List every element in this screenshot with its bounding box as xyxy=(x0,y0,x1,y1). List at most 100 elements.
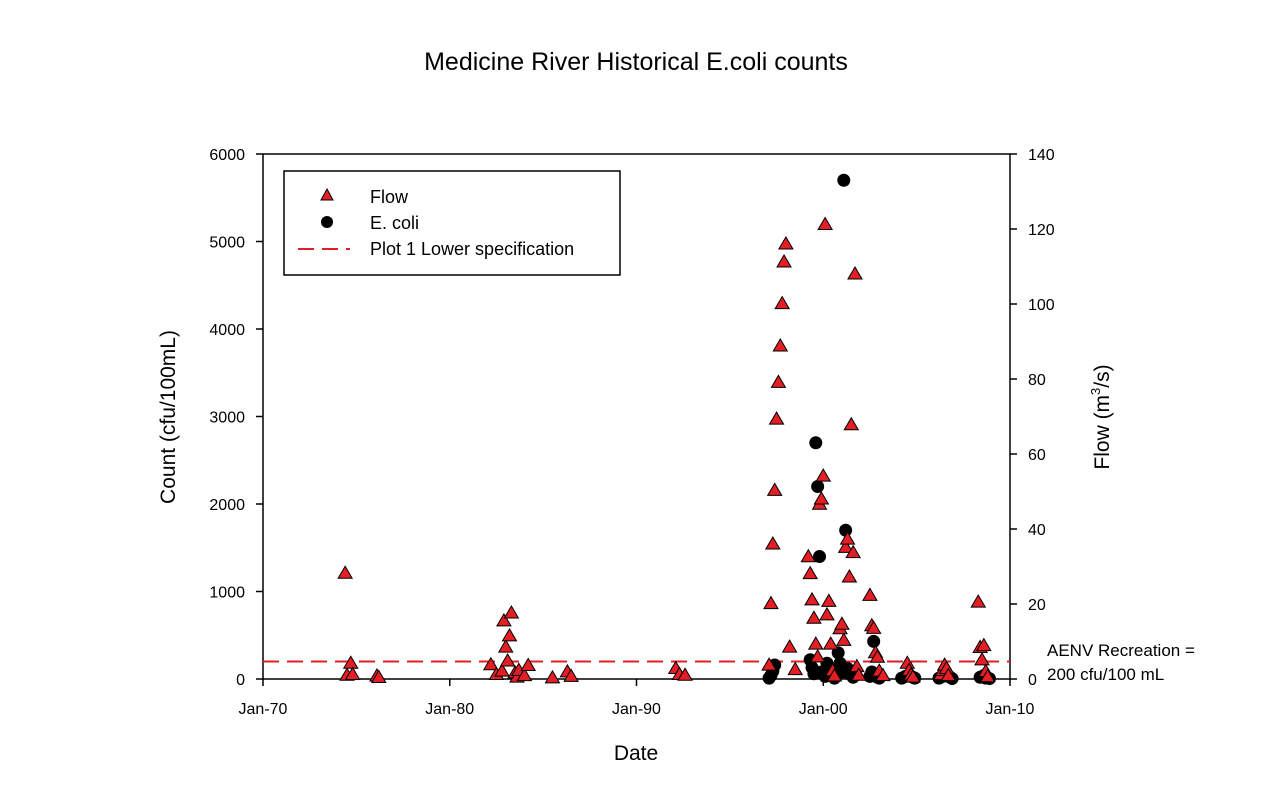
y-tick-label: 4000 xyxy=(209,322,245,339)
flow-point xyxy=(822,636,839,650)
y2-tick-label: 0 xyxy=(1028,672,1037,689)
y-tick-label: 6000 xyxy=(209,147,245,164)
flow-point xyxy=(804,591,820,606)
flow-point xyxy=(768,411,785,425)
y2-tick-label: 100 xyxy=(1028,297,1055,314)
y-tick-label: 3000 xyxy=(209,410,245,427)
legend-spec-label: Plot 1 Lower specification xyxy=(370,239,574,259)
flow-point xyxy=(802,565,819,580)
flow-point xyxy=(496,612,512,627)
y-axis-left: 0 1000 2000 3000 4000 5000 6000 xyxy=(209,147,263,689)
flow-point xyxy=(494,663,510,677)
flow-point xyxy=(875,667,891,682)
ecoli-point xyxy=(809,436,823,450)
flow-point xyxy=(862,587,878,601)
flow-point xyxy=(781,639,798,653)
x-tick-label: Jan-80 xyxy=(425,701,474,718)
flow-point xyxy=(761,657,777,671)
y-tick-label: 1000 xyxy=(209,585,245,602)
flow-point xyxy=(800,548,817,563)
flow-series xyxy=(337,216,996,684)
y2-tick-label: 120 xyxy=(1028,222,1055,239)
flow-point xyxy=(839,531,856,545)
legend-box xyxy=(283,170,621,276)
chart-title: Medicine River Historical E.coli counts xyxy=(424,48,848,76)
flow-point xyxy=(807,636,824,650)
y-tick-label: 2000 xyxy=(209,497,245,514)
flow-point xyxy=(979,668,996,683)
annotation-line-1: AENV Recreation = xyxy=(1047,641,1195,660)
flow-point xyxy=(497,639,514,653)
flow-point xyxy=(778,236,794,250)
flow-point xyxy=(865,620,882,634)
y-tick-label: 0 xyxy=(236,672,245,689)
ecoli-point xyxy=(837,173,851,187)
flow-point xyxy=(905,669,921,683)
flow-point xyxy=(770,374,787,388)
y2-tick-label: 80 xyxy=(1028,372,1046,389)
flow-point xyxy=(563,668,580,682)
flow-point xyxy=(344,666,361,680)
flow-point xyxy=(970,594,987,608)
ecoli-point xyxy=(813,550,827,563)
flow-point xyxy=(677,667,693,681)
flow-point xyxy=(817,216,833,230)
flow-point xyxy=(837,539,854,553)
flow-point xyxy=(841,569,858,583)
y-axis-right: 0 20 40 60 80 100 120 140 xyxy=(1010,147,1055,689)
plot-area xyxy=(262,153,1011,686)
flow-point xyxy=(820,593,837,607)
flow-point xyxy=(845,544,862,559)
flow-point xyxy=(544,669,561,684)
x-tick-label: Jan-90 xyxy=(612,701,661,718)
flow-point xyxy=(787,661,804,676)
x-tick-label: Jan-70 xyxy=(239,701,288,718)
flow-point xyxy=(342,655,359,669)
flow-point xyxy=(764,536,781,550)
ecoli-point xyxy=(811,480,825,493)
legend-flow-marker xyxy=(320,187,334,201)
y-axis-title: Count (cfu/100mL) xyxy=(157,330,180,504)
flow-point xyxy=(974,651,990,666)
ecoli-point xyxy=(867,634,881,648)
legend-ecoli-marker xyxy=(321,216,333,228)
flow-point xyxy=(763,595,779,610)
flow-point xyxy=(850,667,867,681)
flow-point xyxy=(809,648,826,663)
x-tick-label: Jan-00 xyxy=(799,701,848,718)
flow-point xyxy=(499,653,516,667)
flow-point xyxy=(482,656,499,671)
y2-axis-title: Flow (m3/s) xyxy=(1088,364,1114,469)
flow-point xyxy=(776,254,792,268)
flow-point xyxy=(940,667,957,682)
annotation-line-2: 200 cfu/100 mL xyxy=(1047,665,1164,684)
legend: Flow E. coli Plot 1 Lower specification xyxy=(283,170,621,276)
flow-point xyxy=(516,667,533,682)
legend-ecoli-label: E. coli xyxy=(370,213,419,233)
y2-tick-label: 40 xyxy=(1028,522,1046,539)
x-axis: Jan-70 Jan-80 Jan-90 Jan-00 Jan-10 xyxy=(239,679,1035,718)
flow-point xyxy=(847,266,863,280)
flow-point xyxy=(834,616,850,630)
flow-point xyxy=(975,637,992,652)
flow-point xyxy=(869,649,886,663)
flow-point xyxy=(766,482,783,496)
y2-tick-label: 60 xyxy=(1028,447,1046,464)
flow-point xyxy=(337,565,354,579)
flow-point xyxy=(813,491,830,505)
y2-tick-label: 20 xyxy=(1028,597,1046,614)
flow-point xyxy=(819,606,835,621)
flow-point xyxy=(503,605,520,619)
flow-point xyxy=(826,668,843,682)
flow-point xyxy=(501,627,518,642)
flow-point xyxy=(815,468,832,482)
flow-point xyxy=(772,338,789,352)
legend-flow-label: Flow xyxy=(370,187,409,207)
flow-point xyxy=(835,632,852,646)
flow-point xyxy=(520,657,537,671)
y-tick-label: 5000 xyxy=(209,235,245,252)
ecoli-series xyxy=(762,173,996,686)
flow-point xyxy=(806,610,822,624)
flow-point xyxy=(843,416,860,431)
